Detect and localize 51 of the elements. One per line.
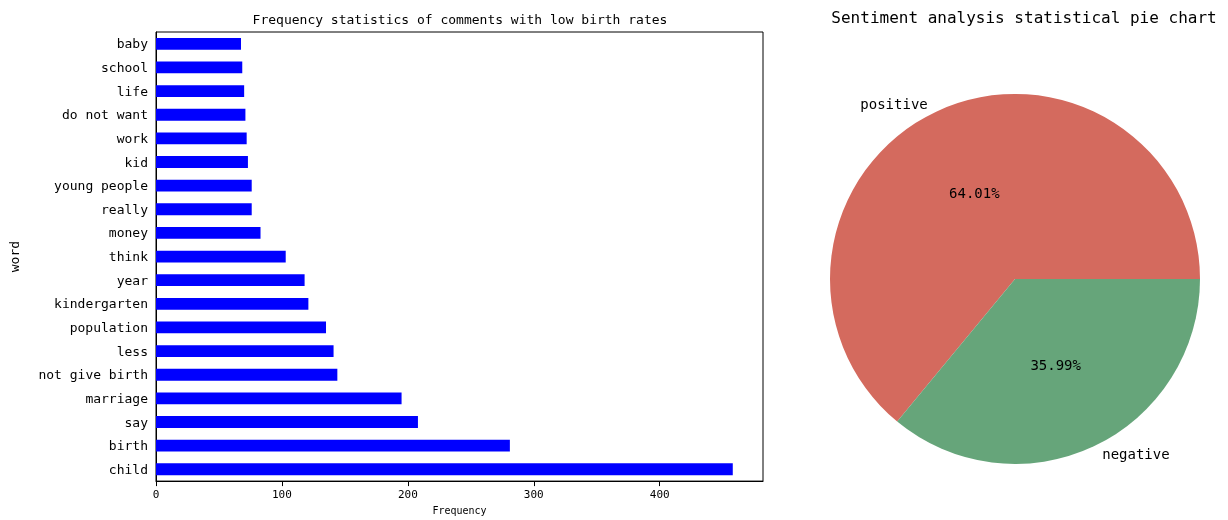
y-tick-label: not give birth xyxy=(38,367,148,383)
bar xyxy=(156,321,327,334)
x-tick-label: 100 xyxy=(272,488,292,502)
y-tick-label: young people xyxy=(54,178,149,194)
slice-label: negative xyxy=(1102,445,1170,462)
y-tick-label: baby xyxy=(116,36,149,52)
bar xyxy=(156,345,334,358)
y-axis-title: word xyxy=(7,240,22,273)
data-label: 64.01% xyxy=(949,184,1001,201)
x-tick-label: 400 xyxy=(649,488,670,502)
y-tick-label: say xyxy=(124,414,149,430)
y-tick-label: think xyxy=(108,249,149,265)
bar xyxy=(156,203,252,216)
bar xyxy=(156,179,252,192)
y-tick-label: population xyxy=(69,319,148,335)
bar xyxy=(156,439,510,452)
x-axis-title: Frequency xyxy=(432,504,487,516)
x-tick-label: 200 xyxy=(397,488,418,502)
bar xyxy=(156,156,248,168)
bar xyxy=(156,368,338,381)
y-tick-label: work xyxy=(116,130,149,146)
bar xyxy=(156,132,247,145)
bar xyxy=(156,392,402,405)
y-tick-label: do not want xyxy=(61,107,148,123)
bar xyxy=(156,61,243,74)
y-tick-label: life xyxy=(116,83,149,99)
bar xyxy=(156,416,418,428)
data-label: 35.99% xyxy=(1030,357,1082,374)
x-tick-label: 0 xyxy=(152,488,160,502)
y-tick-label: kid xyxy=(124,154,148,170)
bar xyxy=(156,463,733,476)
y-tick-label: year xyxy=(116,272,149,288)
y-tick-label: kindergarten xyxy=(54,296,148,312)
y-tick-label: child xyxy=(108,461,148,477)
bar xyxy=(156,297,309,310)
y-tick-label: really xyxy=(101,201,149,217)
chart-title: Sentiment analysis statistical pie chart xyxy=(831,7,1217,27)
bar xyxy=(156,85,245,97)
bar xyxy=(156,37,242,50)
bar xyxy=(156,227,261,239)
slice-label: positive xyxy=(860,96,928,113)
y-tick-label: birth xyxy=(108,438,148,454)
x-tick-label: 300 xyxy=(523,488,544,502)
bar xyxy=(156,108,246,121)
chart-title: Frequency statistics of comments with low birth rates xyxy=(252,12,668,27)
y-tick-label: school xyxy=(101,59,148,75)
y-tick-label: money xyxy=(108,225,149,241)
y-tick-label: less xyxy=(116,343,148,359)
y-tick-label: marriage xyxy=(85,390,149,406)
bar xyxy=(156,250,286,263)
bar xyxy=(156,274,305,287)
